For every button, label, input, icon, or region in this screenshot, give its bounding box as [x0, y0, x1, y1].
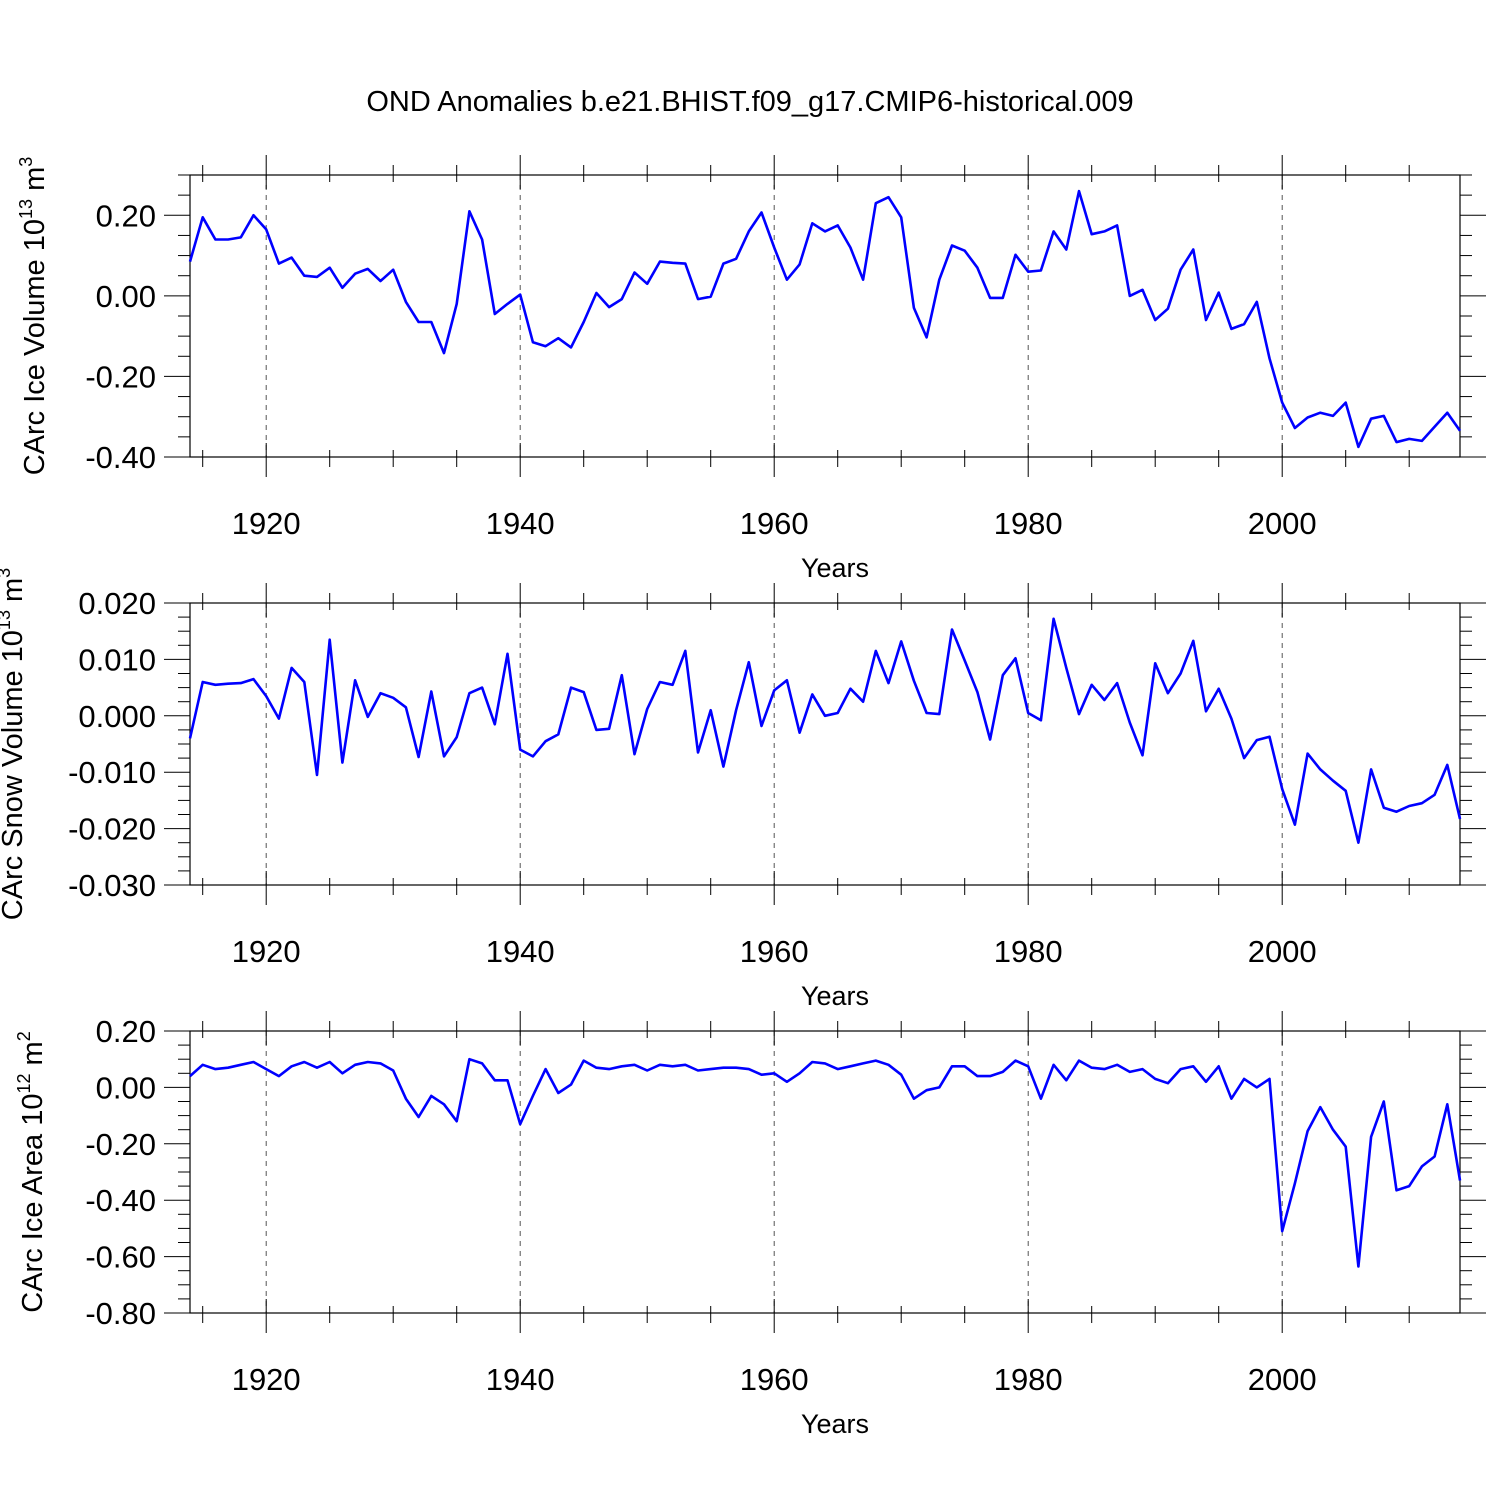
panel-snow-volume: -0.030 -0.020 -0.010 0.000 0.010 0.020 1920 194…: [0, 568, 1486, 1011]
y-axis-label-text: CArc Ice Volume 10: [19, 219, 51, 475]
y-tick-label: -0.40: [85, 440, 156, 475]
series-line-snow-volume: [188, 617, 1462, 845]
y-axis-label-exponent: 13: [16, 199, 36, 219]
plot-frame: [189, 602, 1461, 886]
y-axis-label-unit-exponent: 3: [0, 568, 14, 578]
x-tick-label: 1980: [994, 1362, 1063, 1397]
x-tick-label: 1960: [740, 934, 809, 969]
series-line-ice-volume: [188, 189, 1462, 449]
x-tick-label: 1940: [486, 506, 555, 541]
y-tick-label: -0.80: [85, 1296, 156, 1331]
y-axis-label-unit-exponent: 2: [14, 1031, 34, 1041]
y-axis-label-exponent: 13: [0, 610, 14, 630]
y-tick-label: 0.20: [96, 1014, 156, 1049]
x-tick-label: 1960: [740, 1362, 809, 1397]
y-axis-label-unit: m: [0, 578, 29, 610]
y-axis-label-text: CArc Ice Area 10: [17, 1094, 49, 1313]
plot-frame: [189, 174, 1461, 458]
x-tick-label: 1920: [232, 1362, 301, 1397]
x-tick-label: 1920: [232, 506, 301, 541]
y-axis-label-unit: m: [17, 1041, 49, 1073]
plot-frame: [189, 1030, 1461, 1314]
x-tick-label: 1940: [486, 934, 555, 969]
x-tick-label: 1980: [994, 934, 1063, 969]
x-axis-label: Years: [801, 553, 869, 583]
x-tick-label: 2000: [1248, 1362, 1317, 1397]
y-axis-label: CArc Ice Volume 1013 m3: [16, 157, 51, 476]
x-tick-label: 2000: [1248, 934, 1317, 969]
y-axis-label-text: CArc Snow Volume 10: [0, 630, 29, 920]
y-axis-label-exponent: 12: [14, 1073, 34, 1093]
x-tick-label: 1920: [232, 934, 301, 969]
y-tick-label: 0.020: [78, 586, 156, 621]
y-tick-label: -0.40: [85, 1183, 156, 1218]
panel-ice-volume: -0.40 -0.20 0.00 0.20 1920 1940 1960 1980 2000 Ye…: [16, 155, 1486, 583]
x-axis-label: Years: [801, 981, 869, 1011]
y-axis-label-unit: m: [19, 167, 51, 199]
y-tick-label: -0.20: [85, 1127, 156, 1162]
panel-ice-area: -0.80 -0.60 -0.40 -0.20 0.00 0.20 1920 1940 1960…: [14, 1011, 1486, 1439]
y-axis-label: CArc Ice Area 1012 m2: [14, 1031, 49, 1312]
y-tick-label: -0.20: [85, 359, 156, 394]
x-tick-label: 2000: [1248, 506, 1317, 541]
x-axis-label: Years: [801, 1409, 869, 1439]
y-tick-label: 0.000: [78, 699, 156, 734]
y-tick-label: 0.20: [96, 198, 156, 233]
x-tick-label: 1980: [994, 506, 1063, 541]
y-tick-label: 0.00: [96, 1070, 156, 1105]
y-tick-label: 0.010: [78, 642, 156, 677]
y-axis-label-unit-exponent: 3: [16, 157, 36, 167]
y-tick-label: -0.020: [68, 812, 156, 847]
y-axis-label: CArc Snow Volume 1013 m3: [0, 568, 29, 920]
y-tick-label: 0.00: [96, 279, 156, 314]
y-tick-label: -0.010: [68, 755, 156, 790]
chart-title: OND Anomalies b.e21.BHIST.f09_g17.CMIP6-…: [366, 86, 1133, 118]
x-tick-label: 1960: [740, 506, 809, 541]
series-line-ice-area: [189, 1057, 1462, 1268]
y-tick-label: -0.030: [68, 868, 156, 903]
y-tick-label: -0.60: [85, 1240, 156, 1275]
x-tick-label: 1940: [486, 1362, 555, 1397]
